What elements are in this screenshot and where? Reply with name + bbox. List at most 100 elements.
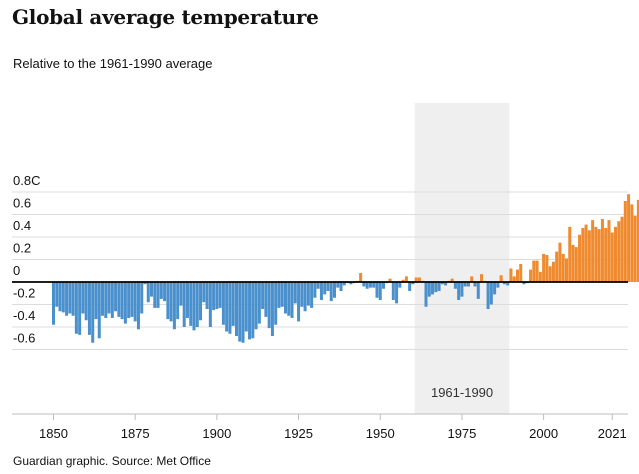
- bar-1884: [163, 282, 167, 302]
- bar-1911: [251, 282, 255, 339]
- bar-1964: [424, 282, 428, 307]
- bar-1987: [499, 275, 503, 282]
- y-tick-label: 0: [13, 263, 20, 278]
- bar-1916: [267, 282, 271, 329]
- bar-1932: [319, 282, 323, 300]
- bar-2013: [584, 224, 588, 283]
- bar-1936: [333, 282, 337, 298]
- bar-1972: [450, 278, 454, 283]
- bar-1867: [107, 282, 111, 314]
- bar-1956: [398, 282, 402, 288]
- bar-1900: [215, 282, 219, 309]
- bar-1960: [411, 282, 415, 285]
- bar-1921: [283, 282, 287, 314]
- bar-2006: [561, 253, 565, 283]
- bar-1961: [414, 277, 418, 282]
- bar-1925: [297, 282, 301, 322]
- bar-1902: [221, 282, 225, 325]
- bar-1974: [457, 282, 461, 300]
- bar-1868: [110, 282, 114, 318]
- bar-2025: [623, 201, 627, 282]
- bar-1993: [519, 264, 523, 282]
- bar-2027: [630, 204, 634, 283]
- bar-2002: [548, 266, 552, 282]
- bar-2018: [600, 219, 604, 282]
- bar-1977: [466, 282, 470, 287]
- bar-2015: [591, 220, 595, 283]
- bar-1852: [58, 282, 62, 312]
- bar-1869: [114, 282, 118, 312]
- bar-1874: [130, 282, 134, 317]
- bar-1933: [323, 282, 327, 295]
- bar-1901: [218, 282, 222, 308]
- bar-1879: [146, 282, 150, 303]
- bar-1854: [65, 282, 69, 316]
- x-tick-label: 1850: [39, 426, 68, 441]
- bar-2024: [620, 216, 624, 282]
- bar-2003: [551, 261, 555, 282]
- bar-1880: [150, 282, 154, 297]
- bar-1947: [368, 282, 372, 288]
- bar-1965: [427, 282, 431, 297]
- bar-1931: [316, 282, 320, 289]
- bar-1984: [489, 282, 493, 305]
- bar-1914: [261, 282, 265, 309]
- bar-1930: [313, 282, 317, 298]
- bar-1922: [287, 282, 291, 316]
- chart-title: Global average temperature: [12, 5, 319, 29]
- bar-1915: [264, 282, 268, 317]
- bar-1856: [71, 282, 75, 316]
- bar-1934: [326, 282, 330, 291]
- bar-1906: [234, 282, 238, 336]
- bar-1994: [522, 282, 526, 285]
- bar-2001: [545, 255, 549, 282]
- bar-1851: [55, 282, 59, 307]
- bar-2016: [594, 226, 598, 283]
- bar-1983: [486, 282, 490, 309]
- bar-1908: [241, 282, 245, 343]
- bar-1853: [61, 282, 65, 313]
- bar-2012: [581, 228, 585, 282]
- x-tick-label: 1925: [284, 426, 313, 441]
- bar-2011: [578, 234, 582, 282]
- bar-1945: [362, 282, 366, 287]
- baseline-band: [414, 103, 510, 414]
- bar-1918: [274, 282, 278, 325]
- bar-1871: [120, 282, 124, 320]
- bar-1958: [404, 276, 408, 283]
- bar-1924: [293, 282, 297, 304]
- bar-1985: [493, 282, 497, 295]
- bar-1954: [391, 282, 395, 300]
- bar-1910: [248, 282, 252, 340]
- y-tick-label: -0.2: [13, 286, 35, 301]
- bar-1876: [136, 282, 140, 330]
- bar-1872: [123, 282, 127, 324]
- bar-1881: [153, 282, 157, 308]
- x-tick-label: 2000: [529, 426, 558, 441]
- y-tick-label: 0.4: [13, 218, 31, 233]
- bar-1887: [172, 282, 176, 330]
- bar-1955: [395, 282, 399, 304]
- bar-1935: [329, 282, 333, 302]
- bar-1980: [476, 282, 480, 299]
- bar-1888: [176, 282, 180, 320]
- x-tick-label: 1900: [202, 426, 231, 441]
- bar-1953: [388, 278, 392, 283]
- bar-2017: [597, 229, 601, 283]
- bar-1928: [306, 282, 310, 306]
- bar-1903: [225, 282, 229, 332]
- bar-1875: [133, 282, 137, 322]
- bar-1929: [310, 282, 314, 308]
- bar-2028: [633, 215, 637, 283]
- bar-1970: [444, 282, 448, 286]
- bar-1973: [453, 282, 457, 289]
- bar-1948: [372, 282, 376, 288]
- bar-1917: [270, 282, 274, 336]
- bar-1959: [408, 282, 412, 291]
- bar-1975: [460, 282, 464, 297]
- bar-1883: [159, 282, 163, 299]
- bar-1988: [502, 282, 506, 285]
- bar-1919: [277, 282, 281, 308]
- y-tick-label: 0.8C: [13, 173, 40, 188]
- bar-1890: [182, 282, 186, 327]
